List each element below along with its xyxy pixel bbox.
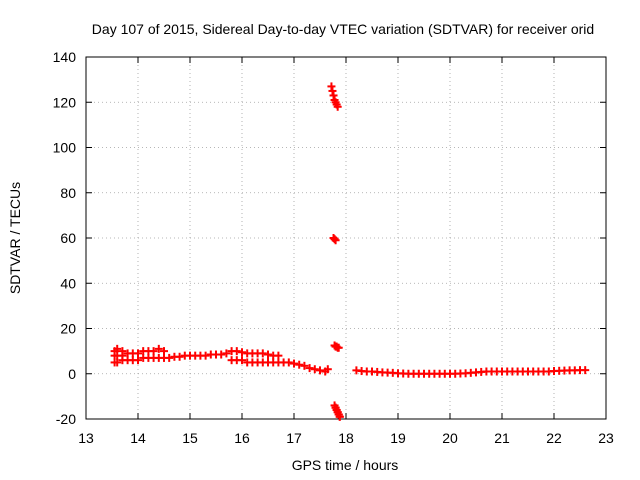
data-point bbox=[316, 366, 324, 375]
data-point bbox=[300, 361, 309, 370]
x-tick-label: 14 bbox=[130, 430, 146, 446]
data-point bbox=[113, 358, 122, 367]
x-axis-label: GPS time / hours bbox=[292, 457, 399, 473]
data-point bbox=[175, 352, 184, 361]
y-tick-label: 0 bbox=[68, 366, 76, 382]
y-tick-label: 140 bbox=[53, 49, 77, 65]
grid-layer bbox=[86, 57, 606, 419]
data-point bbox=[160, 347, 168, 356]
tick-layer: 13 14 15 16 17 18 19 20 21 22 23 -20 0 20 40 60 80 100 120… bbox=[53, 49, 614, 446]
data-point bbox=[295, 360, 304, 369]
data-point bbox=[149, 347, 158, 356]
data-point bbox=[330, 235, 339, 244]
data-point bbox=[217, 350, 226, 359]
data-point bbox=[238, 348, 246, 357]
x-tick-label: 15 bbox=[182, 430, 198, 446]
y-tick-label: 60 bbox=[60, 230, 76, 246]
data-point bbox=[328, 86, 337, 95]
data-point bbox=[333, 102, 342, 111]
data-point bbox=[327, 82, 336, 91]
x-tick-label: 16 bbox=[234, 430, 250, 446]
y-tick-label: -20 bbox=[56, 411, 76, 427]
data-point bbox=[274, 351, 283, 360]
data-point bbox=[113, 344, 122, 353]
y-tick-label: 20 bbox=[60, 321, 76, 337]
data-point bbox=[264, 350, 272, 359]
y-tick-label: 80 bbox=[60, 185, 76, 201]
data-point bbox=[310, 365, 319, 374]
x-tick-label: 22 bbox=[546, 430, 562, 446]
data-point bbox=[238, 356, 246, 365]
data-point bbox=[335, 412, 344, 421]
data-point bbox=[581, 366, 590, 375]
y-tick-label: 40 bbox=[60, 275, 76, 291]
data-point bbox=[334, 343, 343, 352]
data-point bbox=[290, 359, 298, 368]
data-point bbox=[323, 365, 332, 374]
data-points bbox=[110, 82, 590, 421]
chart-title: Day 107 of 2015, Sidereal Day-to-day VTE… bbox=[92, 21, 594, 37]
data-point bbox=[222, 349, 231, 358]
y-tick-label: 120 bbox=[53, 94, 77, 110]
data-point bbox=[232, 347, 241, 356]
x-tick-label: 19 bbox=[390, 430, 406, 446]
x-tick-label: 17 bbox=[286, 430, 302, 446]
x-tick-label: 20 bbox=[442, 430, 458, 446]
data-point bbox=[118, 347, 127, 356]
x-tick-label: 23 bbox=[598, 430, 614, 446]
data-point bbox=[201, 351, 210, 360]
y-tick-label: 100 bbox=[53, 140, 77, 156]
x-tick-label: 13 bbox=[78, 430, 94, 446]
data-point bbox=[305, 364, 314, 373]
data-point bbox=[329, 91, 338, 100]
x-tick-label: 21 bbox=[494, 430, 510, 446]
data-point bbox=[284, 358, 293, 367]
data-point bbox=[134, 356, 142, 365]
x-tick-label: 18 bbox=[338, 430, 354, 446]
data-point bbox=[258, 349, 267, 358]
data-point bbox=[134, 349, 142, 358]
data-point bbox=[331, 236, 340, 245]
y-axis-label: SDTVAR / TECUs bbox=[7, 182, 23, 294]
data-point bbox=[165, 353, 174, 362]
data-point bbox=[154, 344, 163, 353]
